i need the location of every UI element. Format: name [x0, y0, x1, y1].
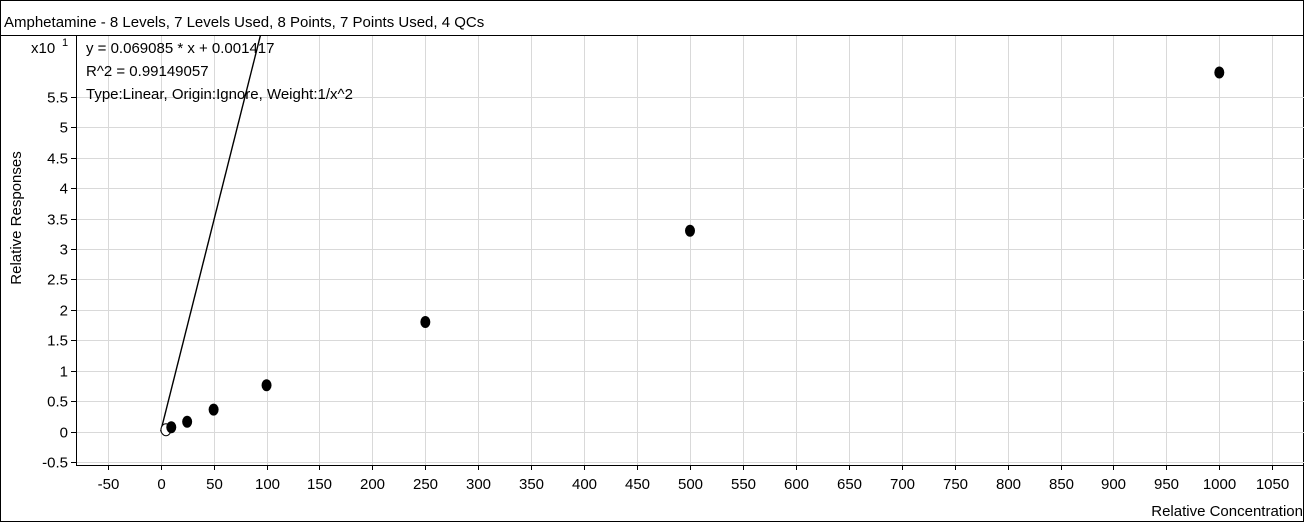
data-point [166, 421, 177, 434]
y-ticks: -0.5 0 0.5 1 1.5 2 2.5 3 3.5 4 4.5 5 5.5 [42, 90, 76, 472]
x-tick-label: 550 [731, 476, 756, 493]
y-tick-label: 2 [60, 303, 68, 320]
x-tick-label: 100 [255, 476, 280, 493]
data-points [160, 66, 1225, 437]
x-tick-label: 0 [157, 476, 165, 493]
x-tick-label: 200 [360, 476, 385, 493]
x-axis-label: Relative Concentration [1151, 503, 1303, 520]
fit-type: Type:Linear, Origin:Ignore, Weight:1/x^2 [86, 86, 353, 103]
y-tick-label: 5 [60, 120, 68, 137]
x-tick-label: 500 [678, 476, 703, 493]
data-point [1214, 66, 1225, 79]
x-tick-label: -50 [98, 476, 120, 493]
y-tick-label: 1.5 [47, 333, 68, 350]
x-tick-label: 600 [784, 476, 809, 493]
y-axis-label: Relative Responses [8, 151, 25, 284]
x-tick-label: 800 [996, 476, 1021, 493]
x-tick-label: 650 [837, 476, 862, 493]
y-tick-label: 2.5 [47, 272, 68, 289]
x-tick-label: 1050 [1256, 476, 1289, 493]
y-multiplier-label: x10 [31, 40, 55, 57]
y-exponent-label: 1 [62, 37, 68, 49]
fit-r-squared: R^2 = 0.99149057 [86, 63, 209, 80]
x-tick-label: 950 [1154, 476, 1179, 493]
chart-title: Amphetamine - 8 Levels, 7 Levels Used, 8… [4, 14, 484, 31]
data-point [261, 379, 272, 392]
x-tick-label: 300 [466, 476, 491, 493]
y-tick-label: 4.5 [47, 151, 68, 168]
data-point [208, 403, 219, 416]
x-tick-label: 1000 [1203, 476, 1236, 493]
grid-lines [76, 36, 1304, 465]
x-tick-label: 750 [943, 476, 968, 493]
fit-equation: y = 0.069085 * x + 0.001417 [86, 40, 275, 57]
x-tick-label: 350 [519, 476, 544, 493]
y-tick-label: 0.5 [47, 394, 68, 411]
data-point [182, 415, 193, 428]
x-tick-label: 400 [572, 476, 597, 493]
data-point [685, 224, 695, 237]
y-tick-label: 3.5 [47, 212, 68, 229]
y-tick-label: -0.5 [42, 455, 68, 472]
y-tick-label: 0 [60, 425, 68, 442]
x-tick-label: 50 [206, 476, 223, 493]
y-tick-label: 4 [60, 181, 68, 198]
x-tick-label: 900 [1101, 476, 1126, 493]
x-ticks: -50 0 50 100 150 200 250 300 350 400 450 500 550 600 6… [98, 465, 1289, 493]
y-tick-label: 5.5 [47, 90, 68, 107]
y-tick-label: 3 [60, 242, 68, 259]
x-tick-label: 700 [890, 476, 915, 493]
x-tick-label: 150 [307, 476, 332, 493]
x-tick-label: 850 [1049, 476, 1074, 493]
x-tick-label: 450 [625, 476, 650, 493]
x-tick-label: 250 [413, 476, 438, 493]
data-point [420, 316, 431, 328]
y-tick-label: 1 [60, 364, 68, 381]
